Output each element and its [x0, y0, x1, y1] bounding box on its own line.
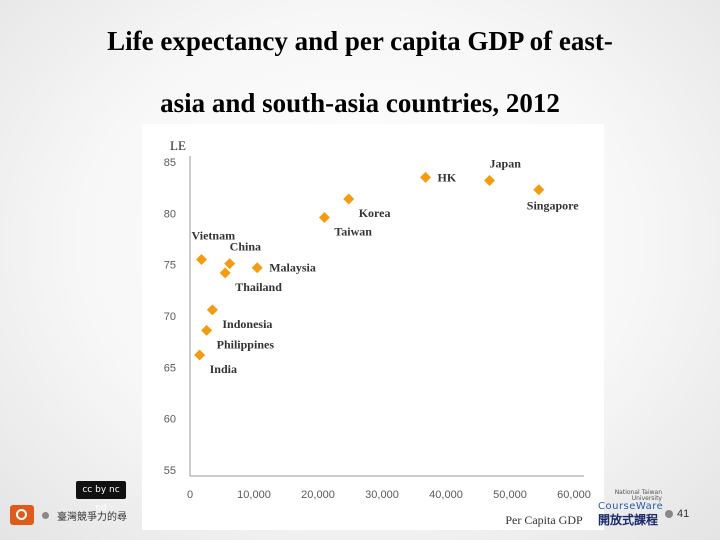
data-point-taiwan	[318, 211, 330, 223]
x-tick-label: 30,000	[365, 489, 399, 501]
x-tick-label: 60,000	[557, 489, 591, 501]
data-label-philippines: Philippines	[217, 337, 275, 351]
data-label-indonesia: Indonesia	[222, 317, 272, 331]
y-tick-label: 55	[164, 465, 176, 477]
presentation-icon	[10, 505, 34, 525]
y-tick-label: 85	[164, 157, 176, 169]
footer-text: 臺灣競爭力的尋	[57, 511, 127, 523]
data-point-hk	[420, 171, 432, 183]
data-label-china: China	[230, 240, 261, 254]
courseware-logo: National Taiwan University CourseWare 開放…	[598, 489, 664, 527]
x-tick-label: 40,000	[429, 489, 463, 501]
slide-title-line-1: Life expectancy and per capita GDP of ea…	[107, 26, 613, 56]
x-tick-label: 0	[187, 489, 193, 501]
data-point-vietnam	[196, 254, 208, 266]
data-point-philippines	[201, 324, 213, 336]
data-point-korea	[343, 193, 355, 205]
slide-footer: 臺灣競爭力的尋	[10, 503, 127, 527]
y-tick-label: 65	[164, 362, 176, 374]
y-tick-label: 80	[164, 208, 176, 220]
data-label-hk: HK	[438, 170, 457, 184]
logo-university-text: National Taiwan University	[614, 489, 662, 502]
x-tick-label: 10,000	[237, 489, 271, 501]
scatter-chart: 55 60 65 70 75 80 85 0 10,000 20,000 30,000 40,000 5…	[142, 124, 604, 530]
slide-title-line-2: asia and south-asia countries, 2012	[160, 88, 560, 118]
data-label-vietnam: Vietnam	[192, 229, 236, 243]
data-point-japan	[484, 174, 496, 186]
x-axis-label: Per Capita GDP	[505, 513, 583, 527]
x-tick-label: 20,000	[301, 489, 335, 501]
data-label-korea: Korea	[359, 206, 391, 220]
y-axis-label: LE	[170, 138, 186, 153]
license-badge[interactable]: cc by nc nd	[76, 481, 126, 513]
y-tick-label: 75	[164, 260, 176, 272]
data-point-malaysia	[251, 262, 263, 274]
y-tick-label: 60	[164, 414, 176, 426]
data-label-india: India	[210, 362, 237, 376]
y-tick-label: 70	[164, 311, 176, 323]
data-label-japan: Japan	[490, 156, 522, 170]
data-label-singapore: Singapore	[527, 199, 579, 213]
data-label-thailand: Thailand	[235, 280, 282, 294]
x-tick-label: 50,000	[493, 489, 527, 501]
logo-chinese-text: 開放式課程	[598, 513, 659, 527]
data-point-singapore	[533, 184, 545, 196]
data-point-thailand	[219, 267, 231, 279]
page-number-text: 41	[677, 508, 690, 520]
data-point-china	[224, 258, 236, 270]
bullet-icon	[665, 510, 673, 518]
bullet-icon	[42, 511, 49, 519]
data-label-malaysia: Malaysia	[269, 261, 316, 275]
data-point-indonesia	[206, 304, 218, 316]
logo-courseware-text: CourseWare	[598, 501, 664, 512]
page-number: 41	[665, 508, 689, 520]
data-label-taiwan: Taiwan	[334, 224, 372, 238]
data-point-india	[194, 349, 206, 361]
